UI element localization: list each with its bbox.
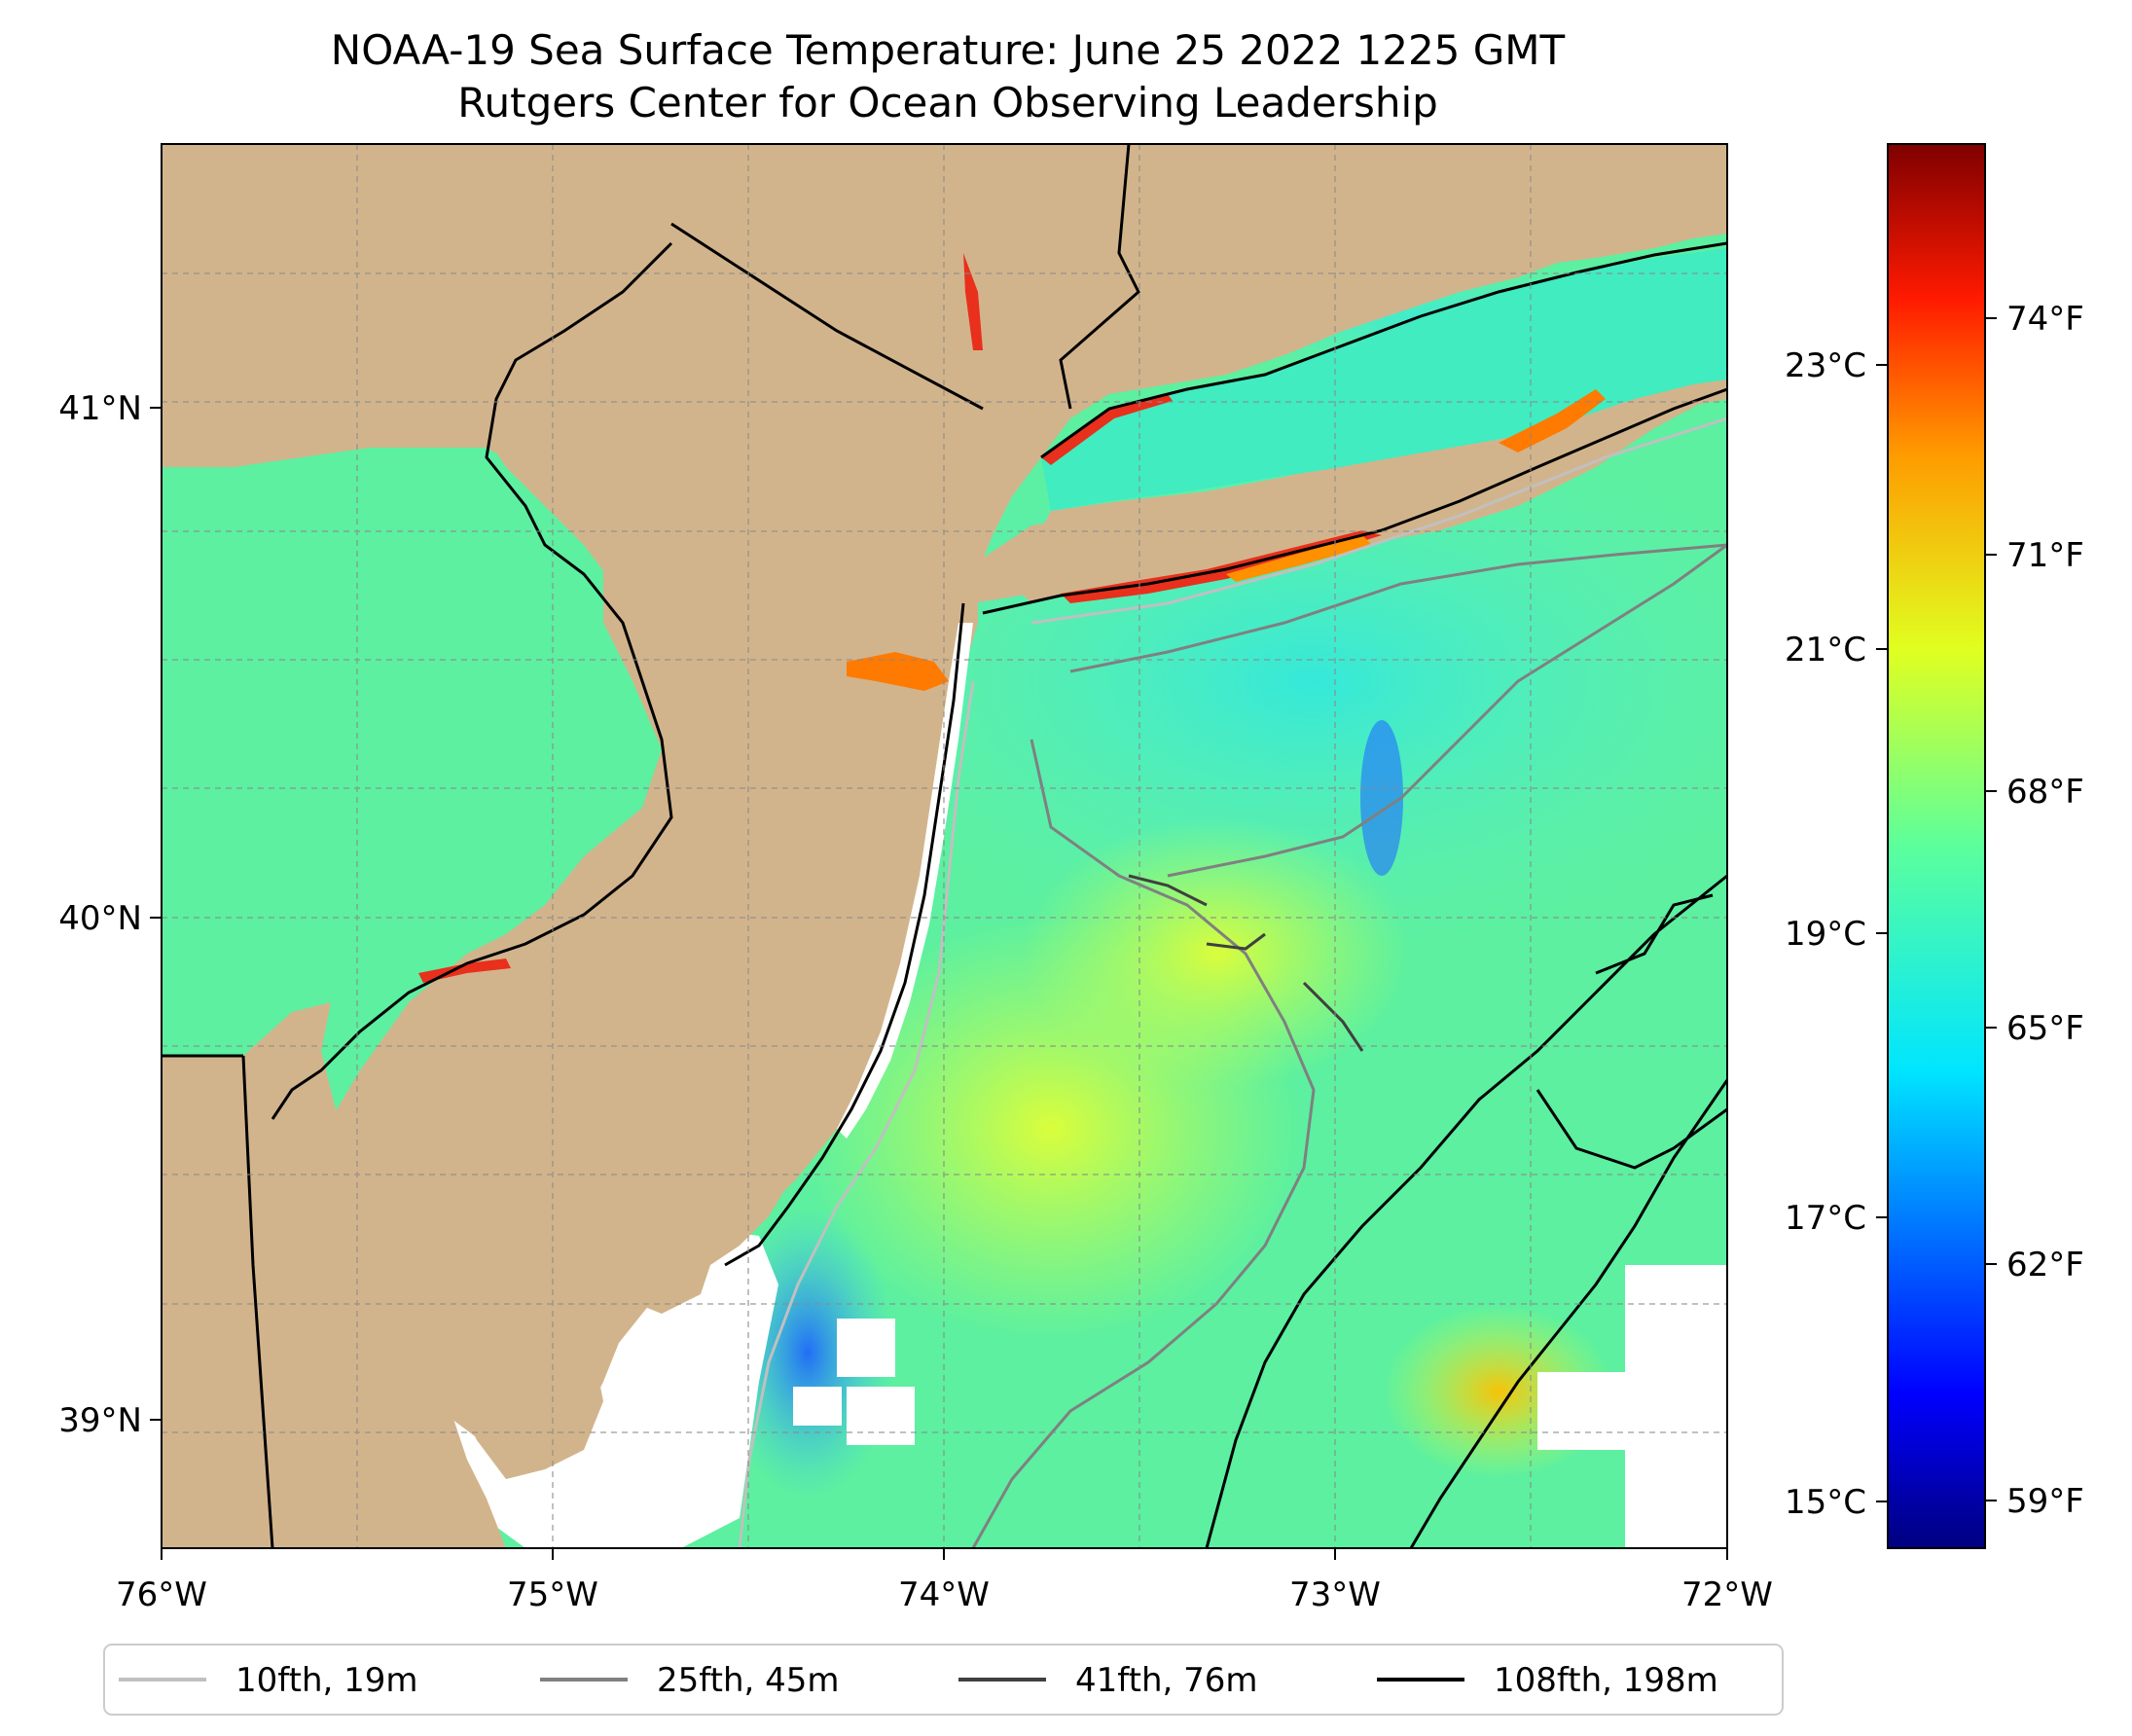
y-axis [150, 407, 162, 1421]
cloud-mask [793, 1387, 842, 1426]
legend-label: 10fth, 19m [235, 1661, 418, 1700]
cloud-mask [847, 1387, 915, 1445]
colorbar-fahrenheit-label: 74°F [2006, 300, 2084, 339]
isobath-41fth [1128, 874, 1364, 1052]
map-panel [162, 144, 1727, 1548]
isobath-25fth [971, 543, 1727, 1548]
sst-yellow-shelf-2 [1022, 817, 1411, 1090]
y-tick-label: 41°N [58, 389, 142, 428]
colorbar-celsius-label: 15°C [1785, 1483, 1866, 1522]
legend-box [103, 1644, 1784, 1716]
legend-label: 41fth, 76m [1075, 1661, 1258, 1700]
de-md-border [162, 1054, 274, 1548]
long-island-sound [1041, 248, 1727, 511]
isobath-108fth [1205, 874, 1727, 1548]
colorbar-fahrenheit-ticks [1985, 317, 1997, 1501]
y-tick-label: 40°N [58, 899, 142, 938]
nj-coast-white-band [837, 623, 973, 1139]
colorbar-fahrenheit-label: 71°F [2006, 536, 2084, 575]
chart-title-line2: Rutgers Center for Ocean Observing Leade… [457, 79, 1438, 127]
colorbar-celsius-label: 17°C [1785, 1199, 1866, 1238]
warm-band-hudson [963, 253, 983, 350]
warm-band-ct-shore [1041, 394, 1173, 465]
x-tick-label: 74°W [898, 1575, 990, 1614]
warm-band-raritan [847, 652, 949, 691]
cloud-mask [837, 1319, 895, 1377]
warm-band-li-south-2 [1226, 535, 1372, 582]
colorbar-fahrenheit-label: 59°F [2006, 1482, 2084, 1521]
x-tick-label: 72°W [1681, 1575, 1773, 1614]
colorbar-fahrenheit-label: 65°F [2006, 1009, 2084, 1048]
sst-cold-streak [1360, 720, 1403, 876]
x-tick-label: 76°W [116, 1575, 207, 1614]
ny-nj-border [670, 222, 984, 411]
isobath-10fth [738, 416, 1727, 1548]
x-tick-label: 73°W [1289, 1575, 1381, 1614]
colorbar-celsius-label: 23°C [1785, 346, 1866, 385]
nj-pa-border [271, 241, 673, 1120]
land-new-england[interactable] [973, 144, 1727, 584]
map-gridlines [162, 144, 1727, 1548]
long-island-coastline [982, 387, 1727, 615]
land-west[interactable] [162, 144, 958, 1479]
cloud-mask [1625, 1265, 1727, 1547]
legend-label: 25fth, 45m [657, 1661, 840, 1700]
colorbar-celsius-label: 19°C [1785, 915, 1866, 954]
legend: 10fth, 19m 25fth, 45m 41fth, 76m 108fth,… [103, 1644, 1784, 1716]
ct-coastline [1040, 241, 1727, 459]
ny-ct-border [1059, 144, 1140, 410]
colorbar-celsius-label: 21°C [1785, 631, 1866, 669]
x-axis [161, 1548, 1728, 1560]
colorbar-fahrenheit-label: 62°F [2006, 1246, 2084, 1284]
x-tick-label: 75°W [507, 1575, 598, 1614]
chart-title-line1: NOAA-19 Sea Surface Temperature: June 25… [331, 26, 1566, 74]
colorbar [1887, 143, 1986, 1549]
warm-band-li-east [1499, 389, 1606, 452]
y-tick-label: 39°N [58, 1401, 142, 1440]
cloud-mask [1537, 1372, 1625, 1450]
colorbar-celsius-ticks [1876, 364, 1888, 1502]
colorbar-fahrenheit-label: 68°F [2006, 773, 2084, 812]
legend-label: 108fth, 198m [1494, 1661, 1718, 1700]
